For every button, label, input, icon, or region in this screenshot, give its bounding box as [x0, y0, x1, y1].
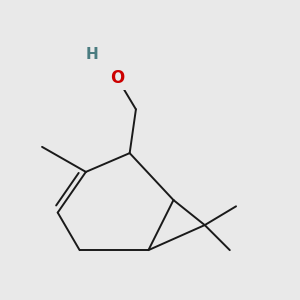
Text: H: H: [86, 47, 98, 62]
Text: O: O: [110, 69, 124, 87]
